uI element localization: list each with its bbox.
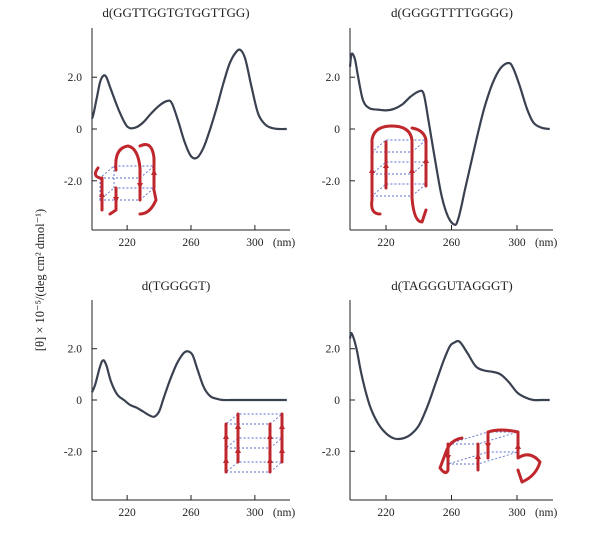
x-tick-label: 300 bbox=[246, 507, 264, 519]
x-unit-label: (nm) bbox=[273, 507, 296, 519]
x-tick-label: 300 bbox=[246, 237, 264, 249]
y-tick-label: -2.0 bbox=[322, 176, 340, 188]
y-tick-label: 2.0 bbox=[326, 344, 341, 356]
x-tick-label: 300 bbox=[508, 237, 526, 249]
cd-spectrum-line bbox=[90, 350, 287, 418]
tetramolecular-quadruplex-icon bbox=[223, 412, 285, 474]
x-tick-label: 220 bbox=[377, 507, 395, 519]
y-tick-label: 2.0 bbox=[68, 72, 83, 84]
y-tick-label: 0 bbox=[334, 395, 340, 407]
y-tick-label: 0 bbox=[76, 124, 82, 136]
x-tick-label: 260 bbox=[443, 237, 461, 249]
y-tick-label: -2.0 bbox=[322, 446, 340, 458]
shared-y-axis-label: [θ] × 10⁻⁵/(deg cm² dmol⁻¹) bbox=[33, 209, 47, 351]
panel-title: d(GGTTGGTGTGGTTGG) bbox=[102, 5, 249, 20]
x-tick-label: 260 bbox=[182, 237, 200, 249]
cd-spectrum-line bbox=[90, 48, 287, 160]
x-unit-label: (nm) bbox=[535, 237, 558, 249]
y-tick-label: 0 bbox=[76, 395, 82, 407]
y-tick-label: 2.0 bbox=[68, 344, 83, 356]
parallel-stranded-quadruplex-icon bbox=[369, 124, 429, 224]
dimeric-mixed-quadruplex-icon bbox=[438, 428, 542, 484]
x-tick-label: 300 bbox=[508, 507, 526, 519]
cd-panel-4: d(TAGGGUTAGGGT) 2.0 0 -2.0 220 260 300 (nm) bbox=[322, 278, 558, 519]
cd-panel-2: d(GGGGTTTTGGGG) 2.0 0 -2.0 220 260 300 (nm) bbox=[322, 5, 558, 249]
cd-panel-3: d(TGGGGT) 2.0 0 -2.0 220 260 300 (nm) bbox=[64, 278, 296, 519]
x-tick-label: 220 bbox=[119, 237, 137, 249]
x-tick-label: 260 bbox=[443, 507, 461, 519]
antiparallel-chair-quadruplex-icon bbox=[93, 143, 158, 216]
y-tick-label: -2.0 bbox=[64, 176, 82, 188]
cd-panel-1: d(GGTTGGTGTGGTTGG) 2.0 0 -2.0 220 260 300 (nm) bbox=[64, 5, 296, 249]
x-tick-label: 220 bbox=[377, 237, 395, 249]
y-tick-label: 0 bbox=[334, 124, 340, 136]
panel-title: d(GGGGTTTTGGGG) bbox=[391, 5, 513, 20]
x-tick-label: 260 bbox=[182, 507, 200, 519]
x-tick-label: 220 bbox=[119, 507, 137, 519]
cd-spectrum-line bbox=[348, 52, 550, 226]
x-unit-label: (nm) bbox=[535, 507, 558, 519]
cd-spectrum-line bbox=[348, 331, 550, 441]
panel-title: d(TGGGGT) bbox=[142, 278, 211, 293]
panel-title: d(TAGGGUTAGGGT) bbox=[391, 278, 512, 293]
y-tick-label: -2.0 bbox=[64, 446, 82, 458]
y-tick-label: 2.0 bbox=[326, 72, 341, 84]
x-unit-label: (nm) bbox=[273, 237, 296, 249]
